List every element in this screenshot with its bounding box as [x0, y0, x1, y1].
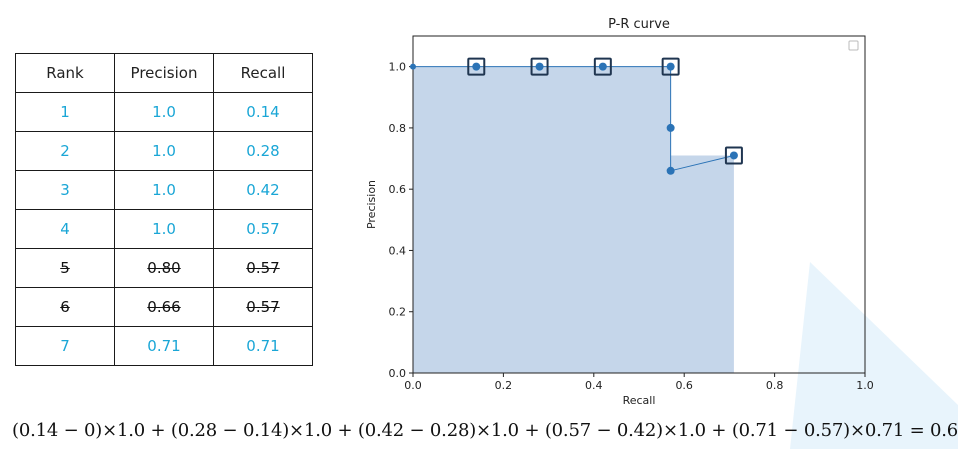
cell-recall: 0.14 — [213, 92, 313, 132]
cell-rank: 1 — [15, 92, 115, 132]
cell-precision: 1.0 — [114, 92, 214, 132]
cell-recall: 0.42 — [213, 170, 313, 210]
cell-rank: 3 — [15, 170, 115, 210]
boxed-point-marker — [467, 57, 486, 76]
pr-fill-area — [413, 66, 734, 374]
cell-recall: 0.28 — [213, 131, 313, 171]
cell-recall: 0.57 — [213, 287, 313, 327]
pr-curve-chart: 0.0 0.2 0.4 0.6 0.8 1.0 0.0 0.2 0.4 0.6 0.8 1.0 P-R … — [365, 17, 874, 407]
legend-box — [848, 40, 859, 51]
boxed-point-marker — [724, 146, 743, 165]
x-tick-label: 0.8 — [766, 379, 784, 392]
cell-precision: 1.0 — [114, 131, 214, 171]
header-precision: Precision — [114, 53, 214, 93]
plot-frame — [412, 35, 866, 374]
table-row: 3 1.0 0.42 — [15, 170, 313, 210]
cell-rank: 5 — [15, 248, 115, 288]
chart-title: P-R curve — [608, 17, 670, 32]
y-tick-label: 1.0 — [389, 61, 407, 74]
table-row: 4 1.0 0.57 — [15, 209, 313, 249]
y-axis-label: Precision — [365, 180, 378, 229]
table-row-struck: 6 0.66 0.57 — [15, 287, 313, 327]
x-axis-label: Recall — [623, 394, 656, 407]
ap-formula: (0.14 − 0)×1.0 + (0.28 − 0.14)×1.0 + (0.… — [12, 420, 958, 441]
boxed-point-marker — [593, 57, 612, 76]
table-row: 7 0.71 0.71 — [15, 326, 313, 366]
data-point — [598, 62, 607, 71]
cell-rank: 4 — [15, 209, 115, 249]
boxed-point-marker — [661, 57, 680, 76]
cell-precision: 0.80 — [114, 248, 214, 288]
table-row-struck: 5 0.80 0.57 — [15, 248, 313, 288]
x-tick-label: 0.6 — [675, 379, 693, 392]
boxed-point-marker — [530, 57, 549, 76]
cell-precision: 1.0 — [114, 170, 214, 210]
y-tick-label: 0.6 — [389, 183, 407, 196]
data-point — [535, 62, 544, 71]
cell-precision: 0.66 — [114, 287, 214, 327]
y-tick-label: 0.2 — [389, 306, 407, 319]
y-tick-label: 0.8 — [389, 122, 407, 135]
cell-recall: 0.57 — [213, 248, 313, 288]
header-rank: Rank — [15, 53, 115, 93]
precision-recall-table: Rank Precision Recall 1 1.0 0.14 2 1.0 0… — [15, 53, 313, 366]
cell-recall: 0.57 — [213, 209, 313, 249]
cell-recall: 0.71 — [213, 326, 313, 366]
data-point — [410, 63, 416, 70]
x-tick-label: 0.2 — [495, 379, 513, 392]
data-point — [472, 62, 481, 71]
table-row: 1 1.0 0.14 — [15, 92, 313, 132]
data-point — [729, 151, 738, 160]
data-point — [666, 166, 675, 175]
x-tick-label: 0.0 — [404, 379, 422, 392]
table-header-row: Rank Precision Recall — [15, 53, 313, 93]
header-recall: Recall — [213, 53, 313, 93]
cell-rank: 7 — [15, 326, 115, 366]
cell-rank: 2 — [15, 131, 115, 171]
pr-curve-line — [413, 66, 735, 172]
x-tick-label: 1.0 — [856, 379, 874, 392]
data-point — [666, 123, 675, 132]
y-tick-label: 0.4 — [389, 244, 407, 257]
cell-precision: 1.0 — [114, 209, 214, 249]
y-tick-label: 0.0 — [389, 367, 407, 380]
cell-rank: 6 — [15, 287, 115, 327]
cell-precision: 0.71 — [114, 326, 214, 366]
table-row: 2 1.0 0.28 — [15, 131, 313, 171]
x-tick-label: 0.4 — [585, 379, 603, 392]
data-point — [666, 62, 675, 71]
